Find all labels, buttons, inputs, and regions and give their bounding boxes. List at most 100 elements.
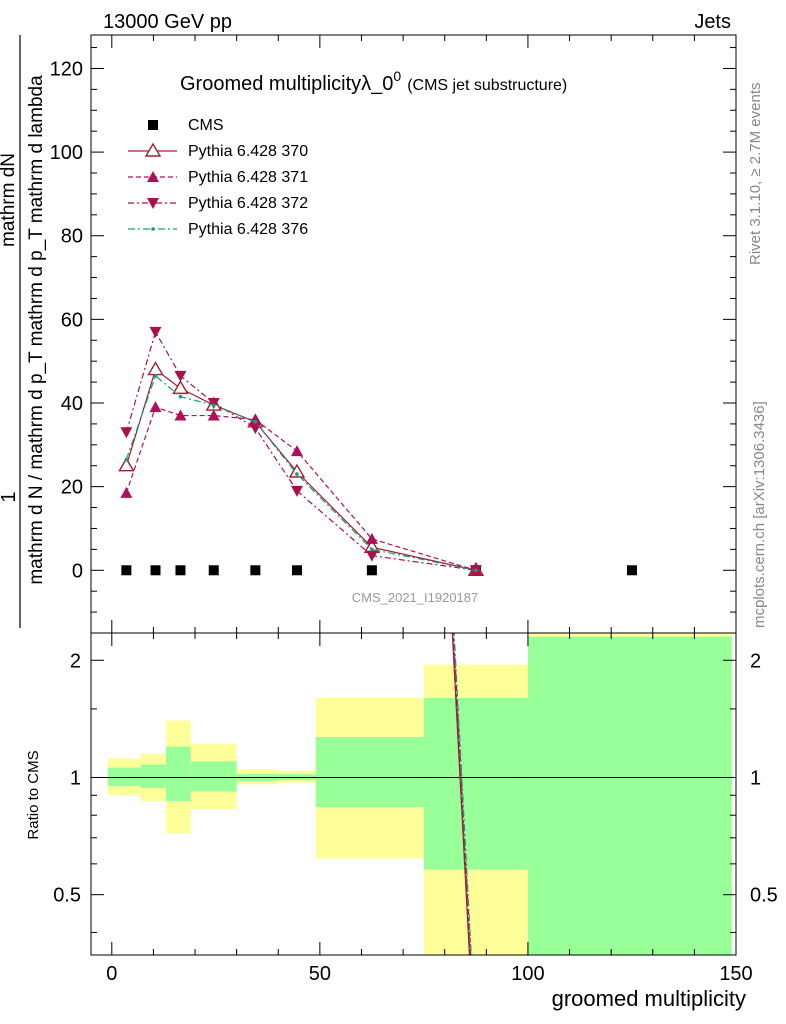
point-p371 [207,409,220,421]
series-cms [121,565,637,576]
point-p370 [118,457,135,472]
point-p371 [120,486,133,498]
series-line-p370 [125,368,477,571]
ratio-bands [91,633,736,955]
point-p371 [365,532,378,544]
ytick-label: 20 [61,477,83,499]
ratio-panel: 0.5 0.5 1 1 2 2 0 50 100 150 Ratio to CMS groomed… [25,632,778,1011]
main-panel: CMS_2021_I1920187 Groomed multiplicityλ_… [0,34,737,634]
ratio-ytick-label-right: 2 [750,650,761,672]
point-p372 [365,550,378,562]
xtick-label: 150 [719,963,752,985]
legend-label-p370: Pythia 6.428 370 [188,143,308,160]
ratio-ylabel: Ratio to CMS [25,750,42,839]
legend-marker-p376 [151,227,155,231]
legend-marker-p372 [147,198,159,209]
band-inner [423,698,528,870]
point-p372 [249,423,262,435]
ratio-data-layer [91,633,736,955]
point-cms [150,565,161,576]
rivet-label: Rivet 3.1.10, ≥ 2.7M events [747,83,764,266]
point-p376 [153,374,158,378]
point-cms [291,565,302,576]
ratio-axes: 0.5 0.5 1 1 2 2 0 50 100 150 [53,633,778,985]
header-left: 13000 GeV pp [103,11,232,33]
point-p370 [172,379,189,395]
ytick-label: 0 [72,560,83,582]
main-axes: 0 20 40 60 80 100 120 [50,35,737,633]
ratio-ytick-label: 2 [70,650,81,672]
ratio-ytick-label: 1 [70,767,81,789]
band-inner [107,767,141,787]
legend-label-p376: Pythia 6.428 376 [188,221,308,238]
ratio-frame [90,632,737,956]
series-p370 [118,361,485,576]
ratio-line-p372 [452,633,472,955]
point-p372 [149,326,162,338]
watermark: CMS_2021_I1920187 [352,590,479,605]
legend-item-p376: Pythia 6.428 376 [128,221,308,238]
chart-title-main: Groomed multiplicityλ_0 [180,73,393,95]
legend-marker-cms [148,120,158,130]
point-cms [175,565,186,576]
legend-item-p372: Pythia 6.428 372 [128,195,308,212]
ylabel-numerator: mathrm dN [0,153,19,247]
point-cms [121,565,132,576]
point-cms [208,565,219,576]
series-p376 [124,374,478,573]
main-data-layer [118,326,637,577]
main-ylabel: 1 mathrm dN mathrm d N / mathrm d p_T ma… [0,35,47,628]
legend-item-p371: Pythia 6.428 371 [128,169,308,186]
legend-marker-p370 [144,142,162,157]
point-p376 [253,420,258,424]
legend-label-p372: Pythia 6.428 372 [188,195,308,212]
chart-title: Groomed multiplicityλ_00 (CMS jet substru… [180,68,567,95]
series-line-p372 [125,330,477,571]
point-p371 [174,409,187,421]
xtick-label: 100 [511,963,544,985]
ratio-line-p376 [453,633,472,955]
point-p372 [174,370,187,382]
point-cms [250,565,261,576]
point-p376 [211,403,216,407]
chart-title-sup: 0 [393,68,401,84]
point-p372 [290,485,303,497]
x-axis-label: groomed multiplicity [552,986,746,1011]
legend-item-cms: CMS [148,117,224,134]
point-p371 [249,413,262,425]
band-inner [315,737,424,807]
point-p376 [178,394,183,399]
band-inner [165,746,191,802]
legend-label-p371: Pythia 6.428 371 [188,169,308,186]
point-cms [626,565,637,576]
xtick-label: 0 [106,963,117,985]
ytick-label: 100 [50,142,83,164]
header-right: Jets [694,11,731,33]
point-p371 [149,401,162,413]
legend-item-p370: Pythia 6.428 370 [128,142,308,160]
ytick-label: 80 [61,226,83,248]
point-p370 [288,463,306,478]
ylabel-prefix: 1 [0,491,20,502]
series-p372 [120,326,482,577]
point-cms [366,565,377,576]
series-line-p371 [125,406,477,571]
point-p376 [124,457,129,462]
legend-label-cms: CMS [188,117,224,134]
series-line-p376 [125,374,477,571]
mcplots-label: mcplots.cern.ch [arXiv:1306.3436] [751,401,768,628]
point-p376 [370,547,374,552]
ytick-label: 120 [50,58,83,80]
band-inner [527,636,732,955]
legend-marker-p371 [147,171,159,182]
point-p376 [474,568,478,573]
point-p371 [290,445,303,457]
ylabel-denominator: mathrm d N / mathrm d p_T mathrm d p_T m… [26,75,47,585]
xtick-label: 50 [309,963,331,985]
band-inner [190,761,237,792]
ytick-label: 60 [61,309,83,331]
band-inner [140,764,166,788]
chart-title-sub: (CMS jet substructure) [407,77,567,94]
point-p372 [120,427,133,439]
